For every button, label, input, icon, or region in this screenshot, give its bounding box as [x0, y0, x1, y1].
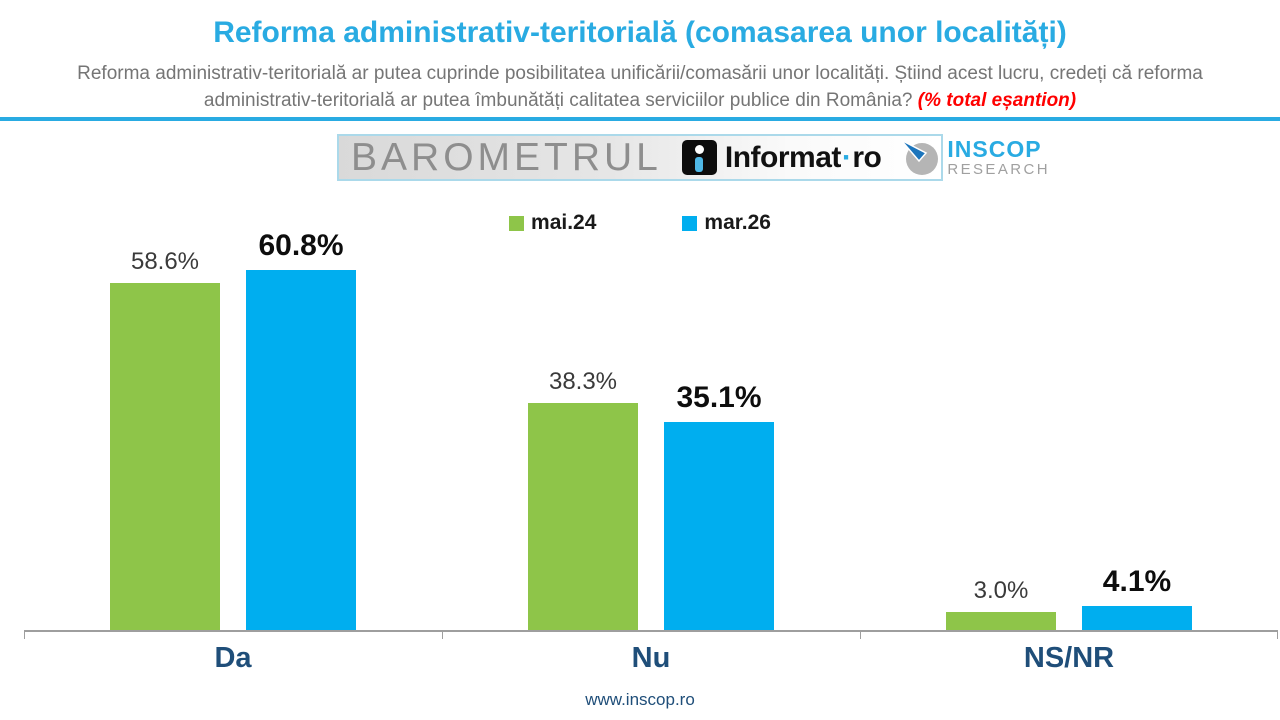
plot-area: 58.6% 60.8% Da 38.3% 35.1% Nu 3.0% 4.1% NS/NR: [24, 215, 1278, 674]
inscop-logo: INSCOP RESEARCH: [901, 138, 1050, 178]
logo-bar: BAROMETRUL Informat·ro INSCOP RESEARCH: [337, 134, 1048, 181]
axis-tick: [859, 632, 861, 639]
axis-tick: [441, 632, 443, 639]
informat-wordmark: Informat·ro: [725, 141, 882, 175]
legend-label: mai.24: [531, 211, 597, 234]
category-label-Nu: Nu: [631, 642, 671, 674]
category-label-NS/NR: NS/NR: [1023, 642, 1115, 674]
subtitle-text: Reforma administrativ-teritorială ar put…: [77, 63, 1203, 111]
bar-mar.26-Nu: [664, 421, 774, 630]
informat-logo: Informat·ro: [681, 140, 882, 175]
legend-item: mai.24: [509, 211, 596, 235]
footer-url: www.inscop.ro: [585, 690, 695, 709]
subtitle-note: (% total eșantion): [917, 90, 1077, 111]
value-label-mar.26-Da: 60.8%: [258, 228, 344, 262]
legend-item: mar.26: [682, 211, 771, 235]
inscop-name: INSCOP: [947, 136, 1042, 162]
accent-divider: [0, 117, 1280, 121]
informat-name: Informat: [724, 140, 842, 174]
bar-mai.24-Nu: [528, 402, 638, 630]
chart-subtitle: Reforma administrativ-teritorială ar put…: [50, 60, 1230, 114]
x-axis-line: [24, 630, 1278, 632]
value-label-mai.24-Da: 58.6%: [130, 247, 200, 275]
value-label-mar.26-NS/NR: 4.1%: [1102, 564, 1172, 598]
legend-label: mar.26: [704, 211, 771, 234]
informat-i-dot: [694, 145, 704, 154]
informat-i-stem: [695, 157, 704, 172]
barometrul-logo: BAROMETRUL: [351, 136, 662, 179]
legend-swatch: [509, 215, 525, 231]
chart-legend: mai.24 mar.26: [0, 211, 1280, 235]
bar-mar.26-NS/NR: [1082, 605, 1192, 630]
value-label-mai.24-NS/NR: 3.0%: [973, 577, 1029, 605]
page-title: Reforma administrativ-teritorială (comas…: [213, 16, 1067, 49]
value-label-mar.26-Nu: 35.1%: [676, 380, 762, 414]
bar-mai.24-Da: [110, 282, 220, 630]
informat-dot: ·: [841, 140, 852, 174]
value-label-mai.24-Nu: 38.3%: [548, 367, 618, 395]
category-label-Da: Da: [214, 642, 252, 674]
legend-swatch: [682, 215, 698, 231]
bar-mai.24-NS/NR: [946, 612, 1056, 630]
inscop-gauge-icon: [901, 138, 939, 175]
axis-tick: [1277, 632, 1278, 639]
inscop-sub: RESEARCH: [947, 161, 1050, 178]
bar-mar.26-Da: [246, 269, 356, 630]
informat-i-icon: [681, 140, 717, 175]
inscop-wordmark: INSCOP RESEARCH: [947, 136, 1050, 178]
informat-tld: ro: [852, 140, 882, 174]
axis-tick: [24, 632, 25, 639]
